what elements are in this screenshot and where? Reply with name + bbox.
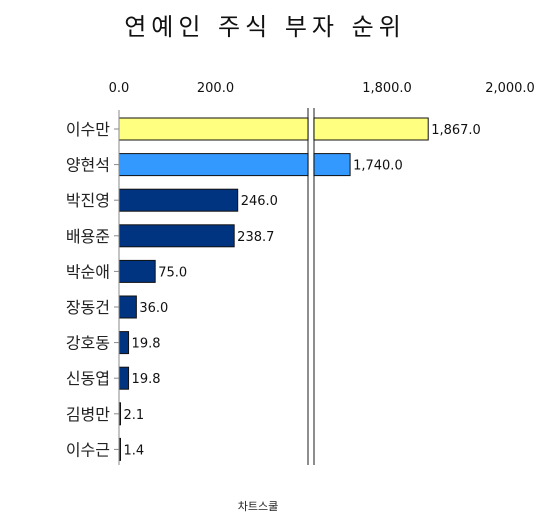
labels-group: 이수만 1,867.0 양현석 1,740.0 박진영 246.0 배용준 238.7 박순애 7…: [66, 120, 481, 459]
data-label: 1,740.0: [353, 159, 403, 174]
bar-segment-right: [313, 153, 351, 177]
source-label: 차트스쿨: [238, 500, 278, 513]
bar-segment-left: [118, 117, 309, 141]
value-tick-label: 0.0: [109, 81, 130, 96]
data-label: 19.8: [132, 337, 161, 352]
bar: [118, 366, 130, 390]
data-label: 36.0: [139, 301, 168, 316]
category-label: 박순애: [66, 262, 110, 281]
bar: [118, 331, 130, 355]
category-label: 강호동: [66, 334, 110, 353]
data-label: 75.0: [158, 265, 187, 280]
bar: [118, 259, 156, 283]
axis-break: [307, 108, 315, 465]
data-label: 19.8: [132, 372, 161, 387]
category-label: 박진영: [66, 191, 110, 210]
chart-title: 연예인 주식 부자 순위: [124, 13, 406, 41]
bar: [118, 224, 235, 248]
bar: [118, 295, 137, 319]
category-label: 장동건: [66, 298, 110, 317]
bar: [118, 188, 239, 212]
value-tick-label: 200.0: [197, 81, 234, 96]
category-label: 이수만: [66, 120, 110, 139]
bars-group: [118, 117, 429, 461]
category-label: 배용준: [66, 227, 110, 246]
value-tick-label: 1,800.0: [362, 81, 412, 96]
bar-segment-left: [118, 153, 309, 177]
data-label: 1,867.0: [431, 123, 481, 138]
data-label: 1.4: [124, 443, 145, 458]
bar-segment-right: [313, 117, 429, 141]
category-label: 신동엽: [66, 369, 110, 388]
value-tick-label: 2,000.0: [485, 81, 535, 96]
data-label: 238.7: [237, 230, 274, 245]
data-label: 2.1: [124, 408, 145, 423]
data-label: 246.0: [241, 194, 278, 209]
category-label: 김병만: [66, 405, 110, 424]
category-label: 이수근: [66, 440, 110, 459]
category-label: 양현석: [66, 156, 110, 175]
value-axis: 0.0 200.0 1,800.0 2,000.0: [109, 81, 535, 450]
